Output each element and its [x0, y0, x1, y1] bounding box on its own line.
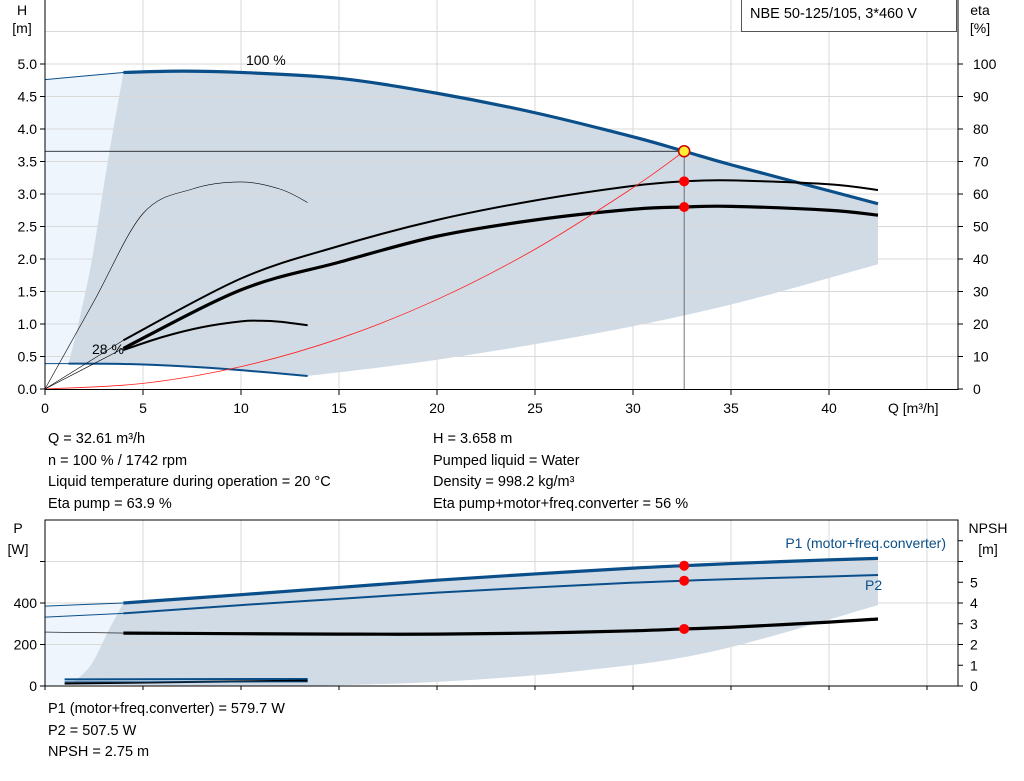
eta-total-ext-curve	[44, 348, 124, 390]
h-tick-label: 1.5	[18, 284, 38, 300]
p-tick-label: 400	[14, 595, 38, 611]
operating-area	[68, 71, 878, 377]
h-tick-label: 0.0	[18, 381, 38, 397]
p2-series-label: P2	[865, 577, 882, 593]
q-tick-label: 25	[527, 400, 543, 416]
q-tick-label: 35	[723, 400, 739, 416]
eta-tick-label: 50	[973, 219, 989, 235]
h-tick-label: 2.5	[18, 219, 38, 235]
p-axis-unit: [W]	[8, 541, 29, 557]
h-tick-label: 3.0	[18, 186, 38, 202]
eta-axis-unit: [%]	[970, 20, 990, 36]
npsh-tick-label: 3	[970, 616, 978, 632]
eta-tick-label: 70	[973, 154, 989, 170]
info-power-block: P1 (motor+freq.converter) = 579.7 W P2 =…	[48, 699, 285, 764]
npsh-value: NPSH = 2.75 m	[48, 744, 150, 760]
p1-ext-curve	[44, 602, 124, 607]
h-axis-label: H	[17, 2, 27, 18]
eta-tick-label: 20	[973, 316, 989, 332]
p1-curve	[123, 556, 879, 605]
h-tick-label: 4.0	[18, 121, 38, 137]
eta-low-speed-curve	[123, 319, 308, 351]
h-axis-unit: [m]	[12, 20, 31, 36]
eta-tick-label: 30	[973, 284, 989, 300]
q-tick-label: 15	[331, 400, 347, 416]
duty-point-p1	[679, 560, 690, 571]
info-right-column: H = 3.658 m Pumped liquid = Water Densit…	[433, 429, 688, 515]
speed-value: n = 100 % / 1742 rpm	[48, 452, 188, 469]
duty-point-head	[677, 144, 691, 158]
eta-tick-label: 0	[973, 381, 981, 397]
flow-value: Q = 32.61 m³/h	[48, 431, 146, 447]
q-tick-label: 20	[429, 400, 445, 416]
p1-value: P1 (motor+freq.converter) = 579.7 W	[48, 701, 285, 717]
duty-point-npsh	[679, 623, 690, 634]
eta-total-value: Eta pump+motor+freq.converter = 56 %	[433, 495, 689, 512]
q-tick-label: 5	[139, 400, 147, 416]
p2-curve	[123, 573, 879, 615]
pumped-liquid: Pumped liquid = Water	[433, 452, 580, 469]
npsh-curve	[123, 617, 879, 636]
p2-ext-curve	[44, 612, 124, 618]
operating-area-power	[64, 558, 879, 686]
annotation-28-percent: 28 %	[92, 341, 124, 357]
p-tick-label: 0	[29, 678, 37, 694]
h-tick-label: 5.0	[18, 56, 38, 72]
h-tick-label: 2.0	[18, 251, 38, 267]
p-tick-label: 200	[14, 637, 38, 653]
eta-axis-label: eta	[970, 2, 990, 18]
system-curve-curve	[44, 150, 685, 390]
eta-tick-label: 60	[973, 186, 989, 202]
duty-point-eta-total	[679, 202, 690, 212]
head-100-ext-curve	[44, 71, 124, 81]
npsh-axis-label: NPSH	[969, 520, 1008, 536]
q-tick-label: 40	[821, 400, 837, 416]
p1-series-label: P1 (motor+freq.converter)	[785, 535, 946, 551]
eta-pump-value: Eta pump = 63.9 %	[48, 495, 172, 512]
npsh-tick-label: 4	[970, 595, 978, 611]
eta-tick-label: 100	[973, 56, 997, 72]
npsh-ext-curve	[44, 631, 124, 634]
liquid-temperature: Liquid temperature during operation = 20…	[48, 474, 331, 490]
npsh-tick-label: 1	[970, 657, 978, 673]
density-value: Density = 998.2 kg/m³	[433, 474, 575, 490]
h-tick-label: 0.5	[18, 349, 38, 365]
h-tick-label: 4.5	[18, 89, 38, 105]
npsh-tick-label: 2	[970, 637, 978, 653]
q-tick-label: 30	[625, 400, 641, 416]
npsh-tick-label: 5	[970, 574, 978, 590]
h-tick-label: 1.0	[18, 316, 38, 332]
duty-point-p2	[679, 575, 690, 586]
head-100-curve	[123, 69, 879, 206]
npsh-axis-unit: [m]	[978, 541, 997, 557]
eta-tick-label: 80	[973, 121, 989, 137]
p-axis-label: P	[13, 520, 22, 536]
eta-tick-label: 90	[973, 89, 989, 105]
head-28-curve	[68, 362, 308, 377]
eta-tick-label: 10	[973, 349, 989, 365]
p2-value: P2 = 507.5 W	[48, 722, 137, 739]
eta-low-thin-curve	[44, 181, 308, 390]
q-tick-label: 10	[233, 400, 249, 416]
info-left-column: Q = 32.61 m³/h n = 100 % / 1742 rpm Liqu…	[48, 429, 331, 515]
h-tick-label: 3.5	[18, 154, 38, 170]
eta-total-curve	[122, 204, 879, 350]
npsh-tick-label: 0	[970, 678, 978, 694]
eta-pump-ext-curve	[44, 339, 124, 390]
eta-pump-curve	[122, 179, 879, 342]
head-value: H = 3.658 m	[433, 431, 513, 447]
duty-point-eta-pump	[679, 176, 690, 187]
pump-model-title: NBE 50-125/105, 3*460 V	[741, 0, 957, 32]
annotation-100-percent: 100 %	[246, 52, 286, 68]
q-tick-label: 0	[41, 400, 49, 416]
q-axis-label: Q [m³/h]	[888, 400, 939, 416]
light-operating-area	[45, 72, 124, 364]
eta-tick-label: 40	[973, 251, 989, 267]
